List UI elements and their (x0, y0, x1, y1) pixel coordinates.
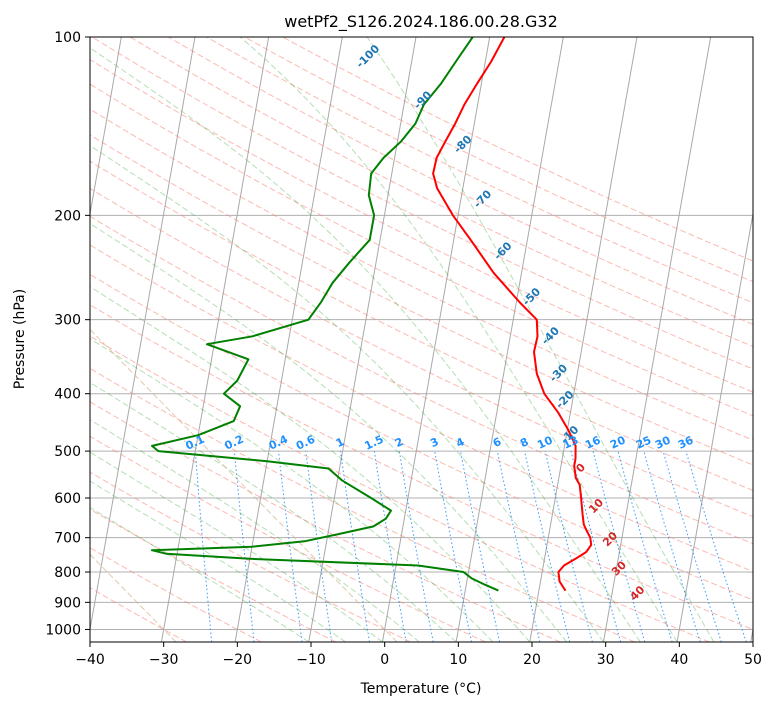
mixing-ratio-line (524, 450, 571, 642)
mixing-ratio-line (339, 451, 370, 642)
x-tick-label: 20 (523, 652, 541, 668)
isotherm-line (234, 37, 343, 642)
y-tick-label: 300 (54, 313, 81, 329)
plot-frame (89, 36, 754, 643)
isotherm-line (676, 210, 753, 642)
y-tick-label: 600 (54, 491, 81, 507)
x-tick-label: −30 (149, 652, 179, 668)
mixing-ratio-label: 25 (634, 434, 653, 452)
x-axis-label: Temperature (°C) (360, 681, 482, 697)
moist-adiabat-line (90, 145, 604, 642)
mixing-ratio-line (685, 450, 747, 642)
y-tick-label: 1000 (45, 622, 81, 638)
dry-adiabat-line (90, 244, 753, 572)
height-line (90, 328, 398, 642)
moist-adiabat-line (240, 37, 678, 642)
x-tick-label: 10 (449, 652, 467, 668)
x-tick-label: −40 (75, 652, 105, 668)
mixing-ratio-line (496, 450, 541, 642)
mixing-ratio-label: 36 (676, 433, 696, 451)
mixing-ratio-line (305, 451, 333, 642)
isotherm-line (529, 37, 638, 642)
dewpoint-line (150, 37, 499, 592)
y-axis: 100 200 300 400 500 600 700 800 900 1000 (45, 30, 90, 638)
chart-title: wetPf2_S126.2024.186.00.28.G32 (284, 12, 558, 32)
x-axis: −40 −30 −20 −10 0 10 20 30 40 50 (75, 642, 762, 668)
mixing-ratio-label: 30 (653, 433, 673, 451)
mixing-ratio-label: 10 (535, 433, 555, 451)
x-tick-label: −10 (296, 652, 326, 668)
dry-adiabat-line (90, 304, 753, 630)
mixing-ratio-label: 16 (583, 433, 603, 451)
isotherm-line (90, 37, 196, 633)
moist-adiabat-line (90, 419, 420, 642)
mixing-ratio-line (194, 451, 213, 642)
mixing-ratio-line (460, 451, 501, 642)
moist-adiabat-line (90, 338, 494, 642)
x-tick-label: 50 (744, 652, 762, 668)
x-tick-label: 40 (670, 652, 688, 668)
dry-adiabat-line (90, 587, 187, 642)
moist-adiabat-line (366, 37, 715, 642)
dry-adiabat-line (90, 160, 753, 492)
x-tick-label: 30 (597, 652, 615, 668)
dry-adiabat-line (90, 401, 561, 642)
mixing-ratio-line (592, 450, 646, 642)
y-tick-label: 500 (54, 444, 81, 460)
mixing-ratio-line (643, 450, 701, 642)
dry-adiabat-line (244, 37, 753, 283)
y-tick-label: 800 (54, 565, 81, 581)
moist-adiabat-line (90, 381, 457, 642)
mixing-ratio-label: 13 (561, 434, 580, 452)
y-tick-label: 400 (54, 387, 81, 403)
mixing-ratio-label: 20 (608, 433, 628, 451)
dry-adiabat-line (90, 435, 486, 642)
mixing-ratio-line (278, 451, 303, 642)
isotherm-line (602, 37, 712, 642)
height-line (90, 553, 177, 642)
y-tick-label: 700 (54, 531, 81, 547)
isotherm-line (308, 37, 417, 642)
isotherm-line (381, 37, 491, 642)
dry-adiabat-line (90, 367, 635, 642)
moist-adiabat-line (90, 222, 567, 642)
mixing-ratio-line (233, 451, 255, 642)
dry-adiabat-line (90, 273, 753, 601)
y-axis-label: Pressure (hPa) (12, 289, 28, 389)
moist-adiabat-line (90, 451, 383, 642)
dry-adiabat-line (90, 215, 753, 545)
moist-adiabat-line (90, 47, 641, 642)
dry-adiabat-line (90, 471, 411, 642)
moist-adiabat-line (90, 286, 531, 642)
mixing-ratio-line (544, 450, 593, 642)
mixing-ratio-line (662, 450, 722, 642)
dry-adiabat-line (90, 508, 337, 642)
x-tick-label: 0 (380, 652, 389, 668)
x-tick-label: −20 (223, 652, 253, 668)
isotherm-line (160, 37, 270, 642)
guide-lines (90, 37, 753, 642)
mixing-ratio-line (617, 450, 673, 642)
dry-adiabat-line (90, 108, 753, 441)
y-tick-label: 100 (54, 30, 81, 46)
dry-adiabat-line (129, 37, 753, 348)
y-tick-label: 200 (54, 208, 81, 224)
mixing-ratio-line (434, 451, 473, 642)
y-tick-label: 900 (54, 595, 81, 611)
isotherm-line (90, 37, 122, 217)
dry-adiabat-line (91, 37, 753, 370)
dry-adiabat-line (168, 37, 753, 325)
sounding-series (150, 37, 593, 592)
isotherm-line (455, 37, 564, 642)
moist-adiabat-line (90, 480, 346, 642)
temperature-line (432, 37, 593, 592)
